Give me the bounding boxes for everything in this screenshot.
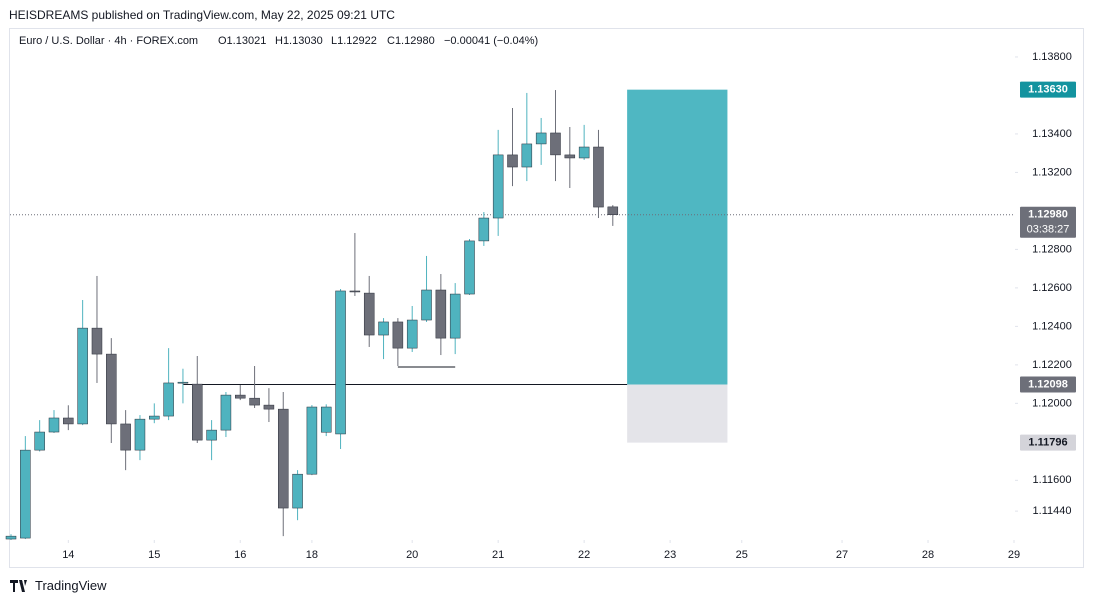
profit-zone bbox=[627, 89, 728, 385]
price-label: 1.12098 bbox=[1028, 378, 1068, 390]
candle-body bbox=[220, 394, 232, 431]
price-label-box bbox=[1020, 376, 1076, 393]
candle-body bbox=[163, 382, 174, 417]
legend-close: C1.12980 bbox=[387, 35, 435, 47]
candle-body bbox=[578, 146, 590, 159]
candle-body bbox=[120, 423, 131, 451]
price-label-box bbox=[1020, 434, 1076, 451]
candle-body bbox=[335, 290, 346, 435]
price-label-box bbox=[1020, 81, 1076, 98]
candle-body bbox=[421, 289, 432, 321]
y-tick-label: 1.13800 bbox=[1032, 51, 1072, 63]
candle-body bbox=[34, 431, 45, 451]
candle-body bbox=[91, 327, 103, 355]
candle-body bbox=[378, 321, 389, 336]
legend-symbol: Euro / U.S. Dollar · 4h · FOREX.com bbox=[19, 35, 198, 47]
y-tick-label: 1.12600 bbox=[1032, 282, 1072, 294]
y-tick-label: 1.12800 bbox=[1032, 243, 1072, 255]
candle-body bbox=[564, 154, 576, 159]
x-tick-label: 14 bbox=[62, 549, 74, 561]
x-tick-label: 15 bbox=[148, 549, 160, 561]
candle-body bbox=[5, 535, 17, 540]
x-tick-label: 21 bbox=[492, 549, 504, 561]
x-tick-label: 16 bbox=[234, 549, 246, 561]
chart-frame bbox=[9, 28, 1084, 568]
candle-body bbox=[263, 404, 275, 410]
candle-body bbox=[521, 143, 533, 168]
candle-body bbox=[593, 146, 604, 208]
y-tick-label: 1.13200 bbox=[1032, 166, 1072, 178]
candle-body bbox=[48, 417, 60, 433]
legend-low: L1.12922 bbox=[331, 35, 377, 47]
loss-zone bbox=[627, 384, 728, 443]
candle-body bbox=[277, 408, 289, 509]
y-tick-label: 1.11440 bbox=[1033, 505, 1072, 517]
candle-body bbox=[607, 206, 619, 216]
candle-body bbox=[406, 319, 418, 349]
candle-body bbox=[435, 289, 447, 339]
candle-body bbox=[464, 240, 475, 295]
candle-body bbox=[449, 293, 461, 339]
price-label: 1.12980 bbox=[1028, 209, 1068, 221]
x-tick-label: 25 bbox=[736, 549, 748, 561]
candle-body bbox=[134, 418, 146, 451]
y-tick-label: 1.11600 bbox=[1033, 474, 1072, 486]
candle-body bbox=[20, 449, 31, 539]
publisher: HEISDREAMS published on TradingView.com,… bbox=[9, 8, 395, 22]
y-tick-label: 1.12200 bbox=[1032, 359, 1072, 371]
candle-body bbox=[292, 473, 303, 509]
candle-body bbox=[478, 217, 490, 242]
footer: TradingView bbox=[10, 578, 107, 593]
candle-body bbox=[235, 394, 246, 399]
candle-body bbox=[492, 154, 504, 219]
candle-body bbox=[363, 292, 375, 336]
candle-body bbox=[106, 353, 117, 425]
candle-body bbox=[249, 397, 260, 406]
legend-open: O1.13021 bbox=[218, 35, 266, 47]
x-tick-label: 23 bbox=[664, 549, 676, 561]
candle-body bbox=[320, 406, 332, 433]
candle-body bbox=[507, 154, 518, 168]
chart: Euro / U.S. Dollar · 4h · FOREX.com O1.1… bbox=[5, 35, 1076, 561]
candle-body bbox=[392, 321, 404, 349]
candle-body bbox=[177, 381, 189, 384]
candle-body bbox=[535, 132, 547, 145]
y-tick-label: 1.13400 bbox=[1032, 128, 1072, 140]
x-tick-label: 29 bbox=[1008, 549, 1020, 561]
candle-body bbox=[306, 406, 318, 475]
candle-body bbox=[77, 327, 88, 425]
y-tick-label: 1.12400 bbox=[1032, 320, 1072, 332]
price-label-box bbox=[1020, 206, 1076, 238]
x-tick-label: 28 bbox=[922, 549, 934, 561]
candle-body bbox=[192, 383, 203, 441]
candle-body bbox=[206, 429, 217, 441]
candle-body bbox=[63, 417, 74, 425]
x-tick-label: 18 bbox=[306, 549, 318, 561]
candle-body bbox=[149, 415, 160, 420]
legend-change: −0.00041 (−0.04%) bbox=[444, 35, 538, 47]
logo bbox=[10, 579, 27, 592]
countdown: 03:38:27 bbox=[1027, 224, 1070, 236]
candle-body bbox=[349, 290, 361, 293]
legend-high: H1.13030 bbox=[275, 35, 323, 47]
x-tick-label: 22 bbox=[578, 549, 590, 561]
price-label: 1.13630 bbox=[1028, 84, 1068, 96]
brand: TradingView bbox=[35, 578, 107, 593]
price-label: 1.11796 bbox=[1028, 437, 1067, 449]
x-tick-label: 27 bbox=[836, 549, 848, 561]
y-tick-label: 1.12000 bbox=[1032, 397, 1072, 409]
candle-body bbox=[550, 132, 561, 156]
x-tick-label: 20 bbox=[406, 549, 418, 561]
